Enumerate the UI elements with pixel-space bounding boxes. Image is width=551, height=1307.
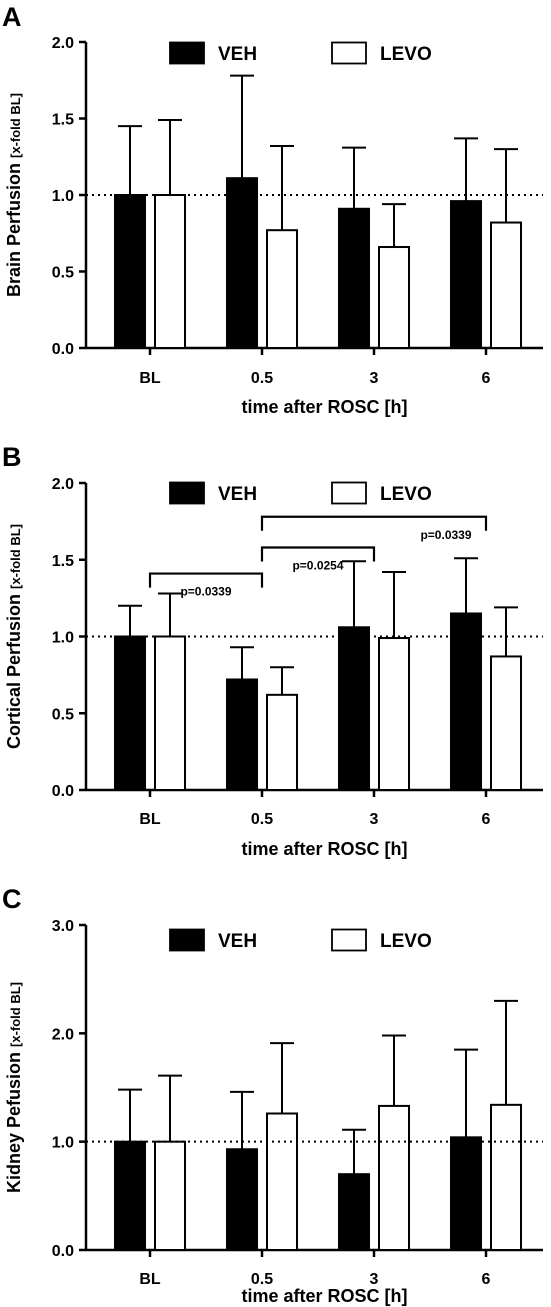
x-tick-label: BL (139, 811, 161, 828)
y-tick-label: 3.0 (52, 918, 74, 935)
significance-label: p=0.0254 (292, 558, 343, 572)
legend-label-veh: VEH (218, 484, 257, 505)
bar-levo-6 (490, 1103, 522, 1252)
panel-letter: A (2, 2, 22, 32)
y-axis-title: Cortical Perfusion [x-fold BL] (4, 524, 24, 749)
bar-veh-0.5 (226, 177, 258, 349)
panel-letter: C (2, 884, 22, 914)
legend-label-levo: LEVO (380, 44, 432, 65)
y-tick-label: 1.5 (52, 553, 74, 570)
x-axis-title: time after ROSC [h] (241, 397, 407, 417)
x-tick-label: 6 (482, 811, 491, 828)
bar-levo-6 (490, 221, 522, 349)
y-tick-label: 2.0 (52, 35, 74, 52)
bar-veh-BL (114, 194, 146, 349)
y-tick-label: 2.0 (52, 476, 74, 493)
x-tick-label: 6 (482, 370, 491, 387)
bar-veh-BL (114, 1140, 146, 1251)
x-tick-label: 3 (370, 370, 379, 387)
bar-veh-3 (338, 207, 370, 349)
legend-label-veh: VEH (218, 931, 257, 952)
bar-levo-6 (490, 655, 522, 792)
y-axis-title-unit: [x-fold BL] (8, 982, 23, 1047)
chart-panel-c: C 0.0 1.0 2.0 3.0 BL 0.5 3 6 VEH LEVO time after RO… (2, 884, 543, 1306)
chart-panel-b: B 0.0 0.5 1.0 1.5 2.0 BL 0.5 3 6 VEH LEVO p=0.0339 p=… (2, 442, 543, 859)
legend-swatch-levo (331, 41, 367, 65)
bar-veh-3 (338, 626, 370, 791)
x-tick-label: BL (139, 1271, 161, 1288)
y-tick-label: 0.0 (52, 783, 74, 800)
significance-bracket (260, 546, 376, 562)
x-axis-title: time after ROSC [h] (241, 1286, 407, 1306)
y-axis-title: Kidney Pefusion [x-fold BL] (4, 982, 24, 1193)
legend-label-levo: LEVO (380, 484, 432, 505)
bar-levo-3 (378, 1104, 410, 1251)
bar-levo-BL (154, 1140, 186, 1251)
y-axis-title: Brain Perfusion [x-fold BL] (4, 93, 24, 297)
bar-levo-0.5 (266, 693, 298, 792)
y-axis-title-main: Brain Perfusion (4, 158, 24, 297)
y-tick-label: 2.0 (52, 1026, 74, 1043)
significance-label: p=0.0339 (180, 585, 231, 599)
chart-panel-a: A 0.0 0.5 1.0 1.5 2.0 BL 0.5 3 6 VEH LEVO time after… (2, 2, 543, 417)
x-tick-label: BL (139, 370, 161, 387)
x-tick-label: 3 (370, 1271, 379, 1288)
bar-levo-0.5 (266, 229, 298, 349)
bar-levo-BL (154, 635, 186, 791)
y-tick-label: 1.0 (52, 630, 74, 647)
legend-label-levo: LEVO (380, 931, 432, 952)
legend-swatch-levo (331, 928, 367, 952)
x-tick-label: 0.5 (251, 370, 273, 387)
y-tick-label: 0.0 (52, 1243, 74, 1260)
legend-swatch-levo (331, 481, 367, 505)
bar-levo-0.5 (266, 1112, 298, 1251)
legend-label-veh: VEH (218, 44, 257, 65)
bar-veh-0.5 (226, 678, 258, 791)
y-tick-label: 1.0 (52, 1135, 74, 1152)
x-tick-label: 6 (482, 1271, 491, 1288)
bar-veh-6 (450, 612, 482, 791)
y-tick-label: 1.5 (52, 112, 74, 129)
bar-veh-6 (450, 200, 482, 349)
y-tick-label: 0.5 (52, 265, 74, 282)
y-axis-title-main: Kidney Pefusion (4, 1047, 24, 1193)
y-tick-label: 1.0 (52, 188, 74, 205)
bar-levo-3 (378, 637, 410, 791)
bar-veh-6 (450, 1136, 482, 1252)
y-axis-title-unit: [x-fold BL] (8, 524, 23, 589)
significance-label: p=0.0339 (420, 528, 471, 542)
x-tick-label: 3 (370, 811, 379, 828)
legend-swatch-veh (169, 41, 205, 65)
bar-levo-3 (378, 246, 410, 350)
y-tick-label: 0.0 (52, 341, 74, 358)
x-tick-label: 0.5 (251, 1271, 273, 1288)
y-tick-label: 0.5 (52, 706, 74, 723)
panel-letter: B (2, 442, 22, 472)
significance-bracket (260, 515, 488, 531)
y-axis-title-unit: [x-fold BL] (8, 93, 23, 158)
legend-swatch-veh (169, 481, 205, 505)
bar-veh-BL (114, 635, 146, 791)
legend-swatch-veh (169, 928, 205, 952)
y-axis-title-main: Cortical Perfusion (4, 589, 24, 749)
bar-veh-0.5 (226, 1148, 258, 1251)
x-tick-label: 0.5 (251, 811, 273, 828)
bar-levo-BL (154, 194, 186, 349)
x-axis-title: time after ROSC [h] (241, 839, 407, 859)
significance-bracket (148, 572, 264, 588)
bar-veh-3 (338, 1173, 370, 1251)
